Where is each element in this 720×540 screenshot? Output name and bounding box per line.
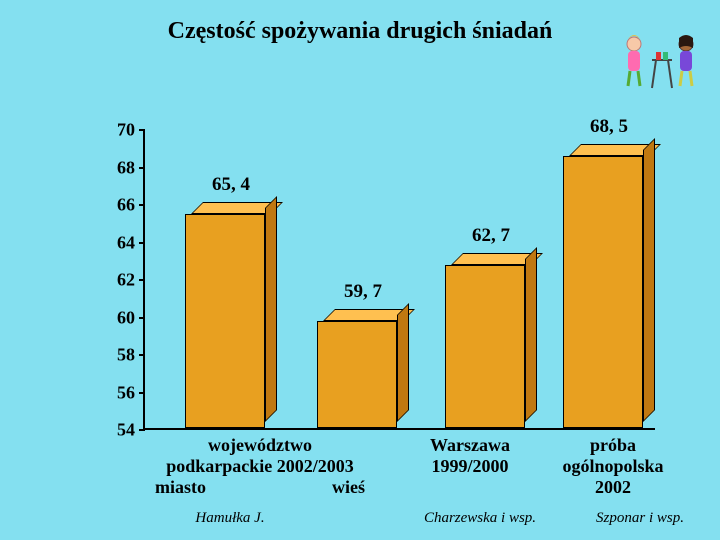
y-tick-label: 60 [95,307,135,328]
bar: 59, 7 [317,309,409,428]
y-tick-label: 64 [95,232,135,253]
bar-value-label: 59, 7 [344,281,382,303]
bar-side [643,138,655,422]
bar-side [397,303,409,422]
bar-side [525,247,537,422]
xlabel-text: województwo [130,435,390,456]
y-tick-label: 70 [95,120,135,141]
bar: 65, 4 [185,202,277,428]
xlabel-text: Warszawa [410,435,530,456]
xlabel-text: miasto wieś [130,477,390,498]
bar-chart: 545658606264666870 65, 459, 762, 768, 5 [95,130,665,430]
xlabel-text: ogólnopolska [538,456,688,477]
citation-2: Charzewska i wsp. [400,510,560,527]
citation-1: Hamułka J. [160,510,300,527]
bar: 62, 7 [445,253,537,428]
xlabel-group-1: województwo podkarpackie 2002/2003 miast… [130,435,390,498]
bar: 68, 5 [563,144,655,428]
bar-value-label: 65, 4 [212,174,250,196]
bar-value-label: 62, 7 [472,225,510,247]
y-tick-label: 56 [95,382,135,403]
y-tick-label: 68 [95,157,135,178]
y-tick-label: 58 [95,345,135,366]
bar-side [265,196,277,422]
bar-front [317,321,397,428]
y-tick-label: 54 [95,420,135,441]
xlabel-text: próba [538,435,688,456]
xlabel-group-2: Warszawa 1999/2000 [410,435,530,477]
xlabel-group-3: próba ogólnopolska 2002 [538,435,688,498]
xlabel-sub-right: wieś [332,477,365,498]
xlabel-text: 2002 [538,477,688,498]
bar-front [185,214,265,428]
bar-value-label: 68, 5 [590,116,628,138]
chart-title: Częstość spożywania drugich śniadań [0,18,720,45]
xlabel-text: podkarpackie 2002/2003 [130,456,390,477]
xlabel-sub-left: miasto [155,477,206,498]
xlabel-text: 1999/2000 [410,456,530,477]
y-tick-label: 66 [95,195,135,216]
citation-3: Szponar i wsp. [570,510,710,527]
bar-front [445,265,525,428]
y-tick-label: 62 [95,270,135,291]
plot-area: 65, 4 59, 7 62, 7 68, 5 [143,130,655,430]
decor-illustration [616,30,702,90]
bar-front [563,156,643,428]
